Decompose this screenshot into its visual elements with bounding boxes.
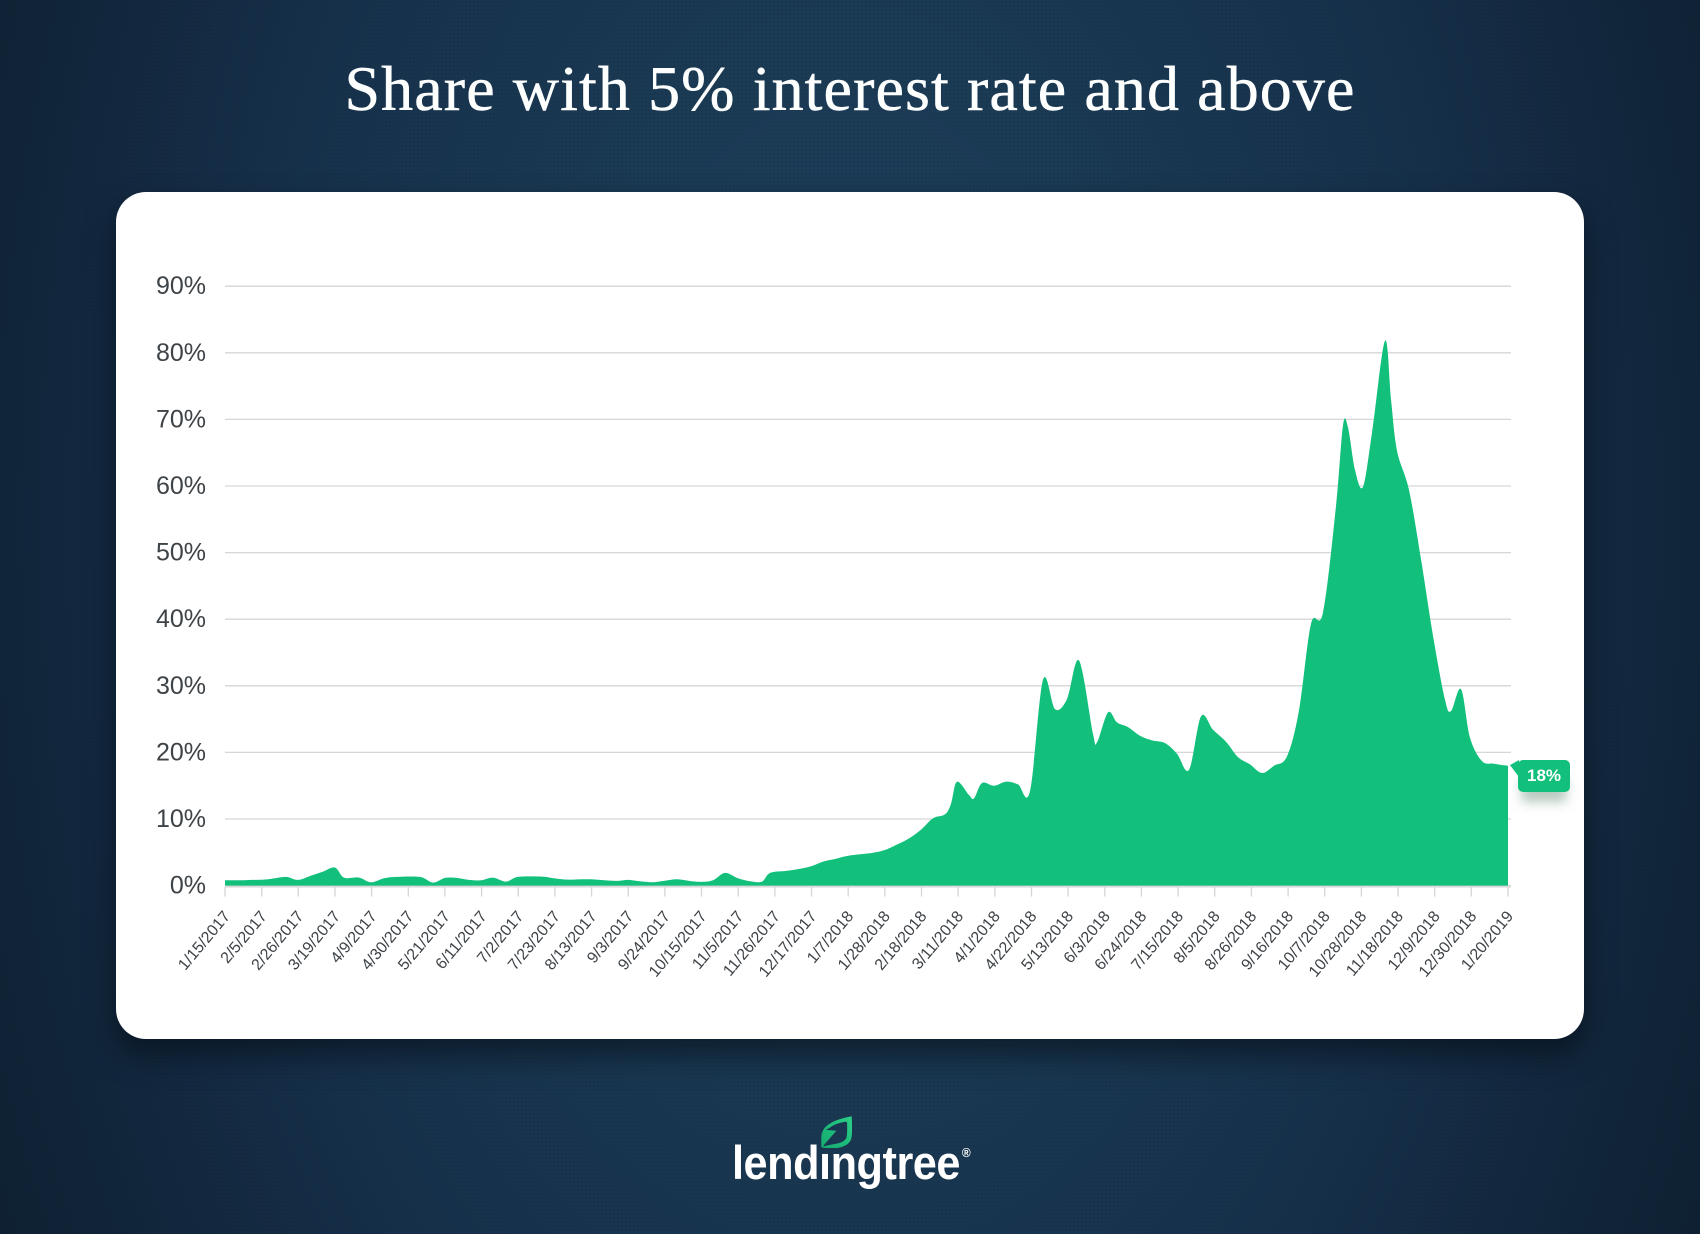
svg-text:10%: 10% bbox=[156, 805, 206, 833]
svg-text:90%: 90% bbox=[156, 272, 206, 300]
svg-text:30%: 30% bbox=[156, 672, 206, 700]
svg-text:40%: 40% bbox=[156, 605, 206, 633]
svg-text:1/15/2017: 1/15/2017 bbox=[175, 908, 234, 974]
svg-text:80%: 80% bbox=[156, 339, 206, 367]
svg-text:70%: 70% bbox=[156, 405, 206, 433]
svg-text:0%: 0% bbox=[170, 872, 206, 900]
svg-text:60%: 60% bbox=[156, 472, 206, 500]
svg-text:50%: 50% bbox=[156, 539, 206, 567]
svg-text:20%: 20% bbox=[156, 738, 206, 766]
